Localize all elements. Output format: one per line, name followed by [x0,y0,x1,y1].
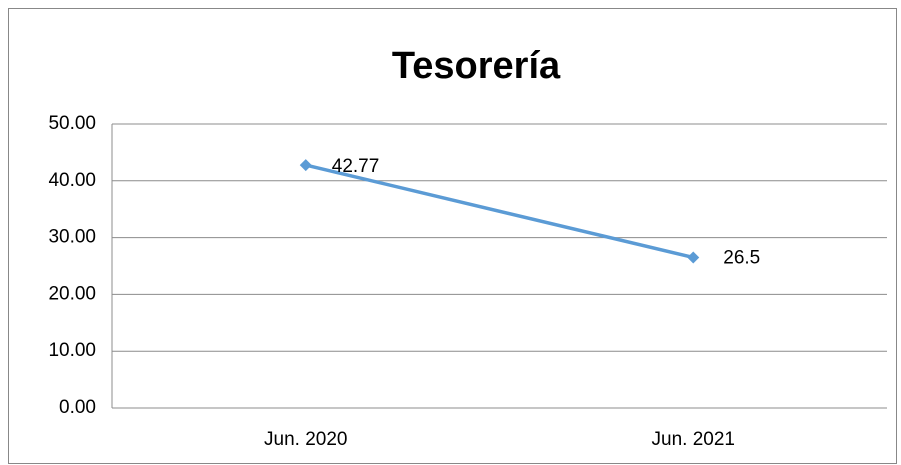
chart-border [8,8,897,464]
y-tick-label: 0.00 [59,397,96,418]
data-label: 26.5 [723,247,760,268]
chart-title: Tesorería [392,45,561,87]
marker [687,251,700,264]
y-tick-label: 50.00 [48,113,96,134]
marker [299,159,312,172]
line [305,163,694,260]
y-tick-label: 30.00 [48,227,96,248]
data-label: 42.77 [332,156,380,177]
y-tick-label: 40.00 [48,170,96,191]
y-tick-label: 20.00 [48,283,96,304]
y-tick-label: 10.00 [48,340,96,361]
x-tick-label: Jun. 2020 [264,429,347,450]
x-tick-label: Jun. 2021 [652,429,735,450]
